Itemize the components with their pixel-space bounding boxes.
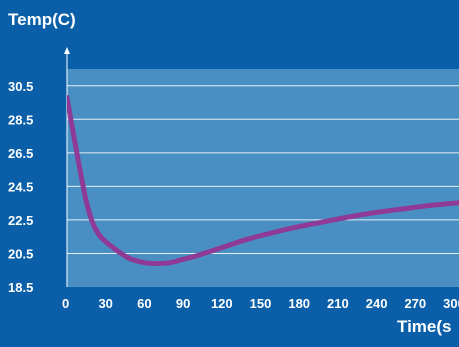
x-tick-label-9: 270	[404, 296, 426, 311]
y-tick-label-5: 20.5	[8, 246, 33, 261]
y-tick-label-4: 22.5	[8, 213, 33, 228]
x-tick-label-0: 0	[62, 296, 69, 311]
y-axis-label: Temp(C)	[8, 10, 76, 29]
y-axis-arrow	[64, 47, 70, 54]
x-tick-label-2: 60	[137, 296, 151, 311]
y-tick-label-1: 28.5	[8, 112, 33, 127]
x-tick-label-6: 180	[288, 296, 310, 311]
x-tick-label-4: 120	[211, 296, 233, 311]
y-tick-label-6: 18.5	[8, 280, 33, 295]
x-tick-label-10: 300	[443, 296, 459, 311]
x-axis-label: Time(s	[397, 317, 452, 336]
y-tick-label-3: 24.5	[8, 179, 33, 194]
x-tick-label-8: 240	[366, 296, 388, 311]
y-tick-label-2: 26.5	[8, 146, 33, 161]
plot-area	[67, 69, 459, 287]
series-line-0	[67, 95, 459, 266]
x-tick-label-5: 150	[250, 296, 272, 311]
x-tick-label-7: 210	[327, 296, 349, 311]
y-tick-label-0: 30.5	[8, 79, 33, 94]
x-tick-label-3: 90	[176, 296, 190, 311]
x-tick-label-1: 30	[98, 296, 112, 311]
